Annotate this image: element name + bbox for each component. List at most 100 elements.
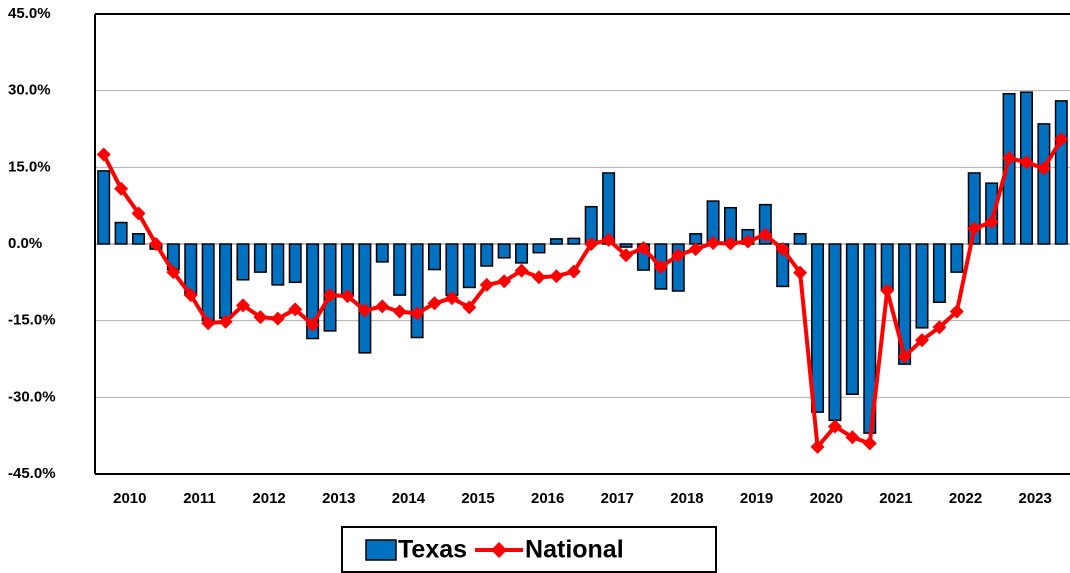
line-marker [531, 270, 546, 285]
line-marker [932, 320, 947, 335]
line-marker [758, 227, 773, 242]
bar [132, 233, 146, 245]
bar [219, 243, 233, 319]
y-tick-label: 0.0% [8, 235, 42, 252]
line-marker [636, 241, 651, 256]
line-marker [270, 311, 285, 326]
line-marker [305, 317, 320, 332]
line-marker [740, 234, 755, 249]
line-marker [845, 430, 860, 445]
line-marker [1054, 132, 1069, 147]
bar [288, 243, 302, 284]
bar [253, 243, 267, 273]
bar [811, 243, 825, 413]
line-marker [1002, 151, 1017, 166]
x-tick-label: 2019 [740, 490, 773, 507]
legend: Texas National [341, 526, 717, 573]
x-tick-label: 2012 [252, 490, 285, 507]
x-tick-label: 2022 [949, 490, 982, 507]
bar [758, 203, 772, 245]
y-tick-label: -30.0% [8, 388, 56, 405]
x-tick-label: 2013 [322, 490, 355, 507]
line-marker [688, 242, 703, 257]
line-marker [1036, 161, 1051, 176]
line-marker [444, 291, 459, 306]
bar [898, 243, 912, 365]
line-marker [723, 236, 738, 251]
bar [375, 243, 389, 263]
line-marker [218, 314, 233, 329]
bar [480, 243, 494, 267]
bar [340, 243, 354, 296]
x-tick-label: 2011 [183, 490, 216, 507]
x-tick-label: 2016 [531, 490, 564, 507]
bar [828, 243, 842, 422]
line-marker [201, 316, 216, 331]
line-marker [497, 274, 512, 289]
legend-label: Texas [398, 536, 467, 564]
line-marker [810, 439, 825, 454]
x-tick-label: 2018 [670, 490, 703, 507]
bar [1054, 100, 1068, 245]
bar [462, 243, 476, 289]
line-marker [96, 147, 111, 162]
line-marker [549, 269, 564, 284]
line-marker [288, 302, 303, 317]
bar [567, 237, 581, 245]
line-marker [479, 277, 494, 292]
bar [497, 243, 511, 259]
bar [97, 170, 111, 245]
line-marker [1019, 155, 1034, 170]
bar [393, 243, 407, 296]
line-marker [410, 306, 425, 321]
line-marker [114, 181, 129, 196]
y-tick-label: 15.0% [8, 158, 51, 175]
legend-box [341, 526, 717, 573]
x-tick-label: 2014 [392, 490, 426, 507]
line-marker [619, 248, 634, 263]
bar [445, 243, 459, 296]
line-marker [375, 299, 390, 314]
legend-swatch [491, 542, 508, 558]
line-marker [514, 263, 529, 278]
bar [515, 243, 529, 264]
line-marker [653, 260, 668, 274]
bar [967, 172, 981, 245]
line-marker [706, 235, 721, 250]
line-marker [671, 248, 686, 263]
bar [549, 238, 563, 245]
line-marker [775, 242, 790, 257]
x-tick-label: 2023 [1018, 490, 1051, 507]
bar [880, 243, 894, 291]
x-tick-label: 2010 [113, 490, 146, 507]
x-tick-label: 2021 [879, 490, 912, 507]
legend-swatch [365, 539, 397, 561]
line-marker [340, 289, 355, 304]
x-tick-label: 2020 [810, 490, 843, 507]
legend-label: National [525, 536, 624, 564]
y-tick-label: 45.0% [8, 5, 51, 22]
bar [619, 243, 633, 248]
y-tick-label: -45.0% [8, 465, 56, 482]
bar [1002, 92, 1016, 245]
bar [323, 243, 337, 332]
line-marker [235, 298, 250, 313]
bar [271, 243, 285, 286]
bar [671, 243, 685, 292]
bar [236, 243, 250, 281]
line-marker [915, 333, 930, 348]
line-marker [949, 304, 964, 319]
bar [201, 243, 215, 322]
x-tick-label: 2017 [601, 490, 634, 507]
line-marker [862, 436, 877, 451]
bar [410, 243, 424, 339]
bar [306, 243, 320, 340]
y-tick-label: -15.0% [8, 312, 56, 329]
line-marker [323, 288, 338, 303]
line-marker [984, 215, 999, 230]
line-marker [897, 349, 912, 364]
line-marker [131, 206, 146, 221]
bar [793, 233, 807, 245]
